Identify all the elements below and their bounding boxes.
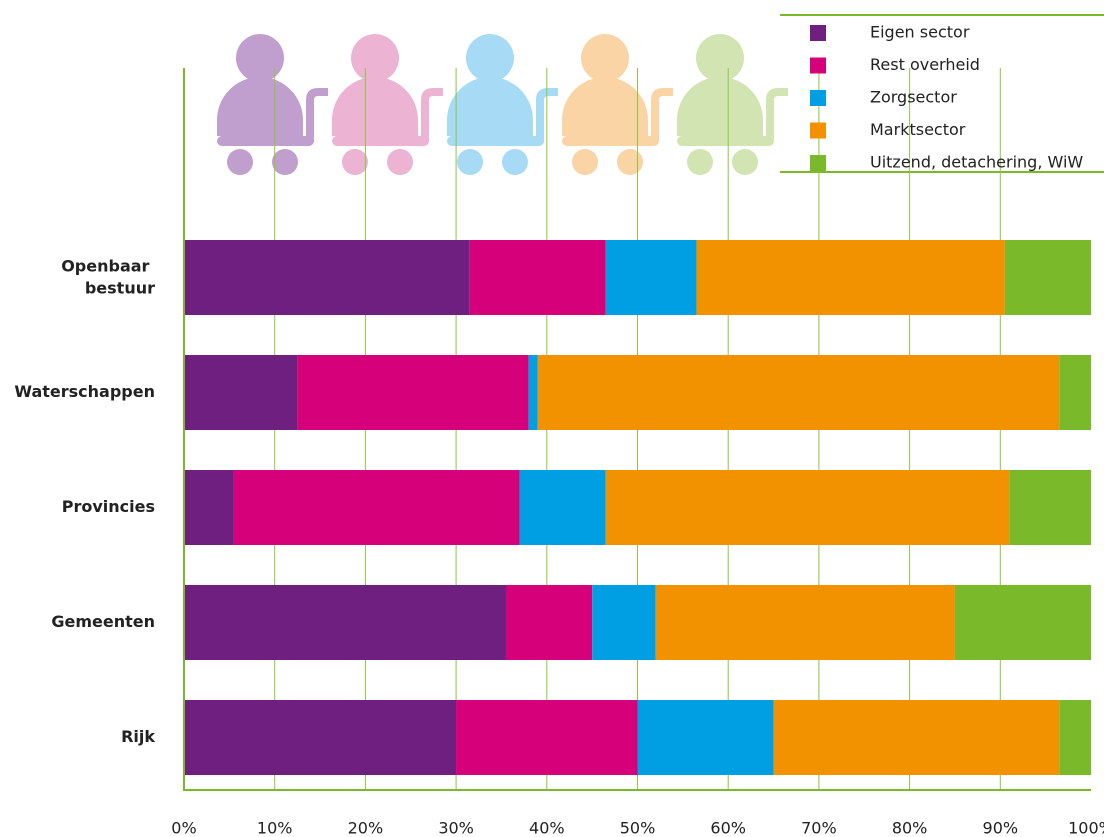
x-tick-label: 40% bbox=[529, 819, 565, 837]
bar-segment bbox=[696, 240, 1005, 315]
y-tick-label: Gemeenten bbox=[51, 612, 155, 631]
bar-segment bbox=[773, 700, 1060, 775]
x-tick-label: 100% bbox=[1068, 819, 1104, 837]
bar-segment bbox=[1059, 355, 1091, 430]
legend-label: Eigen sector bbox=[870, 23, 970, 42]
legend-swatch bbox=[810, 122, 826, 139]
y-tick-label: Rijk bbox=[121, 727, 155, 746]
x-tick-label: 90% bbox=[983, 819, 1019, 837]
bar-segment bbox=[1009, 470, 1091, 545]
y-tick-label: Openbaar bestuur bbox=[61, 256, 155, 297]
x-tick-label: 30% bbox=[438, 819, 474, 837]
x-tick-label: 20% bbox=[348, 819, 384, 837]
bar-segment bbox=[184, 240, 470, 315]
legend-swatch bbox=[810, 57, 826, 74]
bar-segment bbox=[456, 700, 638, 775]
legend-label: Rest overheid bbox=[870, 55, 980, 74]
legend-label: Zorgsector bbox=[870, 88, 957, 107]
bar-segment bbox=[519, 470, 606, 545]
x-tick-label: 60% bbox=[710, 819, 746, 837]
bar-segment bbox=[954, 585, 1091, 660]
bar-segment bbox=[184, 355, 298, 430]
x-tick-label: 50% bbox=[620, 819, 656, 837]
legend-label: Uitzend, detachering, WiW bbox=[870, 153, 1083, 172]
bar-segment bbox=[184, 585, 506, 660]
illustration bbox=[217, 34, 788, 175]
bar-segment bbox=[505, 585, 593, 660]
x-tick-label: 80% bbox=[892, 819, 928, 837]
bar-segment bbox=[528, 355, 538, 430]
x-tick-label: 0% bbox=[171, 819, 196, 837]
bar-segment bbox=[637, 700, 774, 775]
x-tick-label: 10% bbox=[257, 819, 293, 837]
y-tick-label: Provincies bbox=[62, 497, 155, 516]
y-tick-label: Waterschappen bbox=[14, 382, 155, 401]
bar-segment bbox=[184, 470, 234, 545]
bar-segment bbox=[605, 470, 1010, 545]
bar-segment bbox=[184, 700, 457, 775]
legend-label: Marktsector bbox=[870, 120, 966, 139]
x-tick-label: 70% bbox=[801, 819, 837, 837]
bar-segment bbox=[469, 240, 606, 315]
bar-segment bbox=[1059, 700, 1091, 775]
bar-segment bbox=[537, 355, 1060, 430]
legend-swatch bbox=[810, 155, 826, 171]
bar-segment bbox=[1004, 240, 1091, 315]
bar-segment bbox=[605, 240, 697, 315]
legend-swatch bbox=[810, 25, 826, 41]
legend-swatch bbox=[810, 90, 826, 106]
bar-segment bbox=[233, 470, 520, 545]
bar-segment bbox=[297, 355, 529, 430]
bar-segment bbox=[655, 585, 955, 660]
bar-segment bbox=[592, 585, 656, 660]
